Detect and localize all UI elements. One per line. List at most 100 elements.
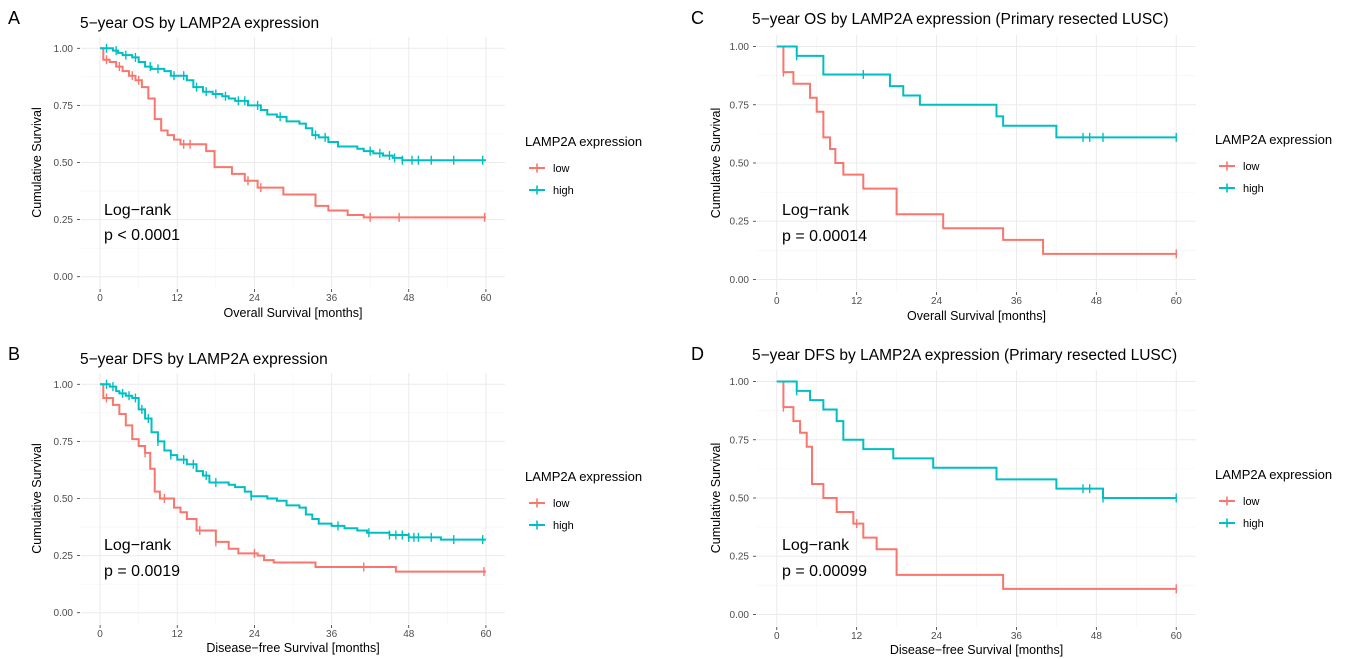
x-tick-label: 36 <box>1011 296 1023 307</box>
p-value-label: p < 0.0001 <box>104 227 180 244</box>
legend-label-low: low <box>553 498 570 510</box>
y-tick-label: 0.00 <box>730 610 750 621</box>
panel-letter: A <box>8 8 20 28</box>
y-tick-label: 1.00 <box>54 44 74 55</box>
km-curve-high <box>776 380 1177 499</box>
y-tick-label: 0.50 <box>54 494 74 505</box>
y-axis-title: Cumulative Survival <box>30 107 44 217</box>
y-tick-label: 0.50 <box>730 159 750 170</box>
panel-letter: B <box>8 344 20 364</box>
y-tick-label: 0.75 <box>730 100 750 111</box>
x-tick-label: 12 <box>851 631 863 642</box>
logrank-label: Log−rank <box>104 537 172 554</box>
series-low <box>776 380 1177 594</box>
legend-title: LAMP2A expression <box>1215 132 1332 147</box>
legend-label-high: high <box>1243 518 1264 530</box>
x-axis-title: Disease−free Survival [months] <box>206 641 379 655</box>
km-panel-b: B 5−year DFS by LAMP2A expression 0 12 24 36 4… <box>8 344 642 655</box>
y-tick-label: 1.00 <box>730 377 750 388</box>
km-curve-low <box>100 383 486 573</box>
plot-title: 5−year OS by LAMP2A expression (Primary … <box>752 11 1169 28</box>
y-axis-title: Cumulative Survival <box>709 443 723 553</box>
y-tick-label: 0.25 <box>54 215 74 226</box>
y-axis-title: Cumulative Survival <box>30 443 44 553</box>
plot-title: 5−year OS by LAMP2A expression <box>80 15 319 32</box>
legend-label-low: low <box>1243 496 1260 508</box>
plot-grid <box>81 37 505 288</box>
p-value-label: p = 0.00014 <box>782 228 867 245</box>
x-axis-title: Overall Survival [months] <box>224 306 363 320</box>
legend: LAMP2A expression low high <box>525 134 642 197</box>
y-tick-label: 0.00 <box>730 275 750 286</box>
y-tick-label: 0.75 <box>54 437 74 448</box>
x-tick-label: 48 <box>403 629 415 640</box>
x-tick-label: 48 <box>1091 296 1103 307</box>
km-curve-high <box>100 383 486 541</box>
x-axis-title: Overall Survival [months] <box>907 309 1046 323</box>
x-tick-label: 0 <box>774 296 780 307</box>
km-panel-a: A 5−year OS by LAMP2A expression 0 12 24 36 48… <box>8 8 642 320</box>
y-tick-label: 0.75 <box>54 101 74 112</box>
km-curve-low <box>100 47 486 219</box>
x-tick-label: 60 <box>1171 296 1183 307</box>
x-tick-label: 0 <box>774 631 780 642</box>
y-tick-label: 0.25 <box>730 552 750 563</box>
legend: LAMP2A expression low high <box>1215 467 1332 530</box>
legend-label-low: low <box>1243 161 1260 173</box>
x-tick-label: 60 <box>480 293 492 304</box>
plot-title: 5−year DFS by LAMP2A expression <box>80 351 328 368</box>
km-curve-high <box>776 45 1177 139</box>
series-low <box>100 383 486 577</box>
legend: LAMP2A expression low high <box>525 469 642 532</box>
plot-grid <box>81 373 505 624</box>
logrank-label: Log−rank <box>104 202 172 219</box>
panel-letter: D <box>691 344 704 364</box>
y-tick-label: 0.50 <box>54 158 74 169</box>
y-tick-label: 1.00 <box>730 42 750 53</box>
x-tick-label: 24 <box>249 629 261 640</box>
y-tick-label: 0.00 <box>54 272 74 283</box>
x-tick-label: 36 <box>326 293 338 304</box>
legend-title: LAMP2A expression <box>1215 467 1332 482</box>
x-tick-label: 12 <box>851 296 863 307</box>
series-high <box>776 380 1177 503</box>
y-tick-label: 0.00 <box>54 608 74 619</box>
series-high <box>100 379 486 545</box>
x-tick-label: 24 <box>931 631 943 642</box>
y-tick-label: 0.25 <box>730 217 750 228</box>
x-tick-label: 12 <box>172 293 184 304</box>
y-tick-label: 0.50 <box>730 494 750 505</box>
series-low <box>100 47 486 222</box>
y-tick-label: 1.00 <box>54 380 74 391</box>
legend-label-low: low <box>553 163 570 175</box>
x-tick-label: 36 <box>326 629 338 640</box>
x-tick-label: 0 <box>97 293 103 304</box>
p-value-label: p = 0.0019 <box>104 563 180 580</box>
legend-title: LAMP2A expression <box>525 134 642 149</box>
legend-label-high: high <box>553 520 574 532</box>
x-tick-label: 60 <box>1171 631 1183 642</box>
p-value-label: p = 0.00099 <box>782 563 867 580</box>
km-curve-low <box>776 380 1177 590</box>
x-tick-label: 24 <box>931 296 943 307</box>
km-curve-low <box>776 45 1177 255</box>
panel-letter: C <box>691 8 704 28</box>
km-panel-d: D 5−year DFS by LAMP2A expression (Primar… <box>691 344 1332 657</box>
x-tick-label: 36 <box>1011 631 1023 642</box>
x-tick-label: 48 <box>403 293 415 304</box>
x-axis-title: Disease−free Survival [months] <box>890 643 1063 657</box>
legend-title: LAMP2A expression <box>525 469 642 484</box>
x-tick-label: 12 <box>172 629 184 640</box>
x-tick-label: 60 <box>480 629 492 640</box>
legend-label-high: high <box>553 185 574 197</box>
y-tick-label: 0.75 <box>730 435 750 446</box>
x-tick-label: 24 <box>249 293 261 304</box>
logrank-label: Log−rank <box>782 537 850 554</box>
km-panel-c: C 5−year OS by LAMP2A expression (Primary… <box>691 8 1332 323</box>
legend: LAMP2A expression low high <box>1215 132 1332 195</box>
logrank-label: Log−rank <box>782 202 850 219</box>
plot-title: 5−year DFS by LAMP2A expression (Primary… <box>752 347 1177 364</box>
series-high <box>776 45 1177 142</box>
x-tick-label: 48 <box>1091 631 1103 642</box>
